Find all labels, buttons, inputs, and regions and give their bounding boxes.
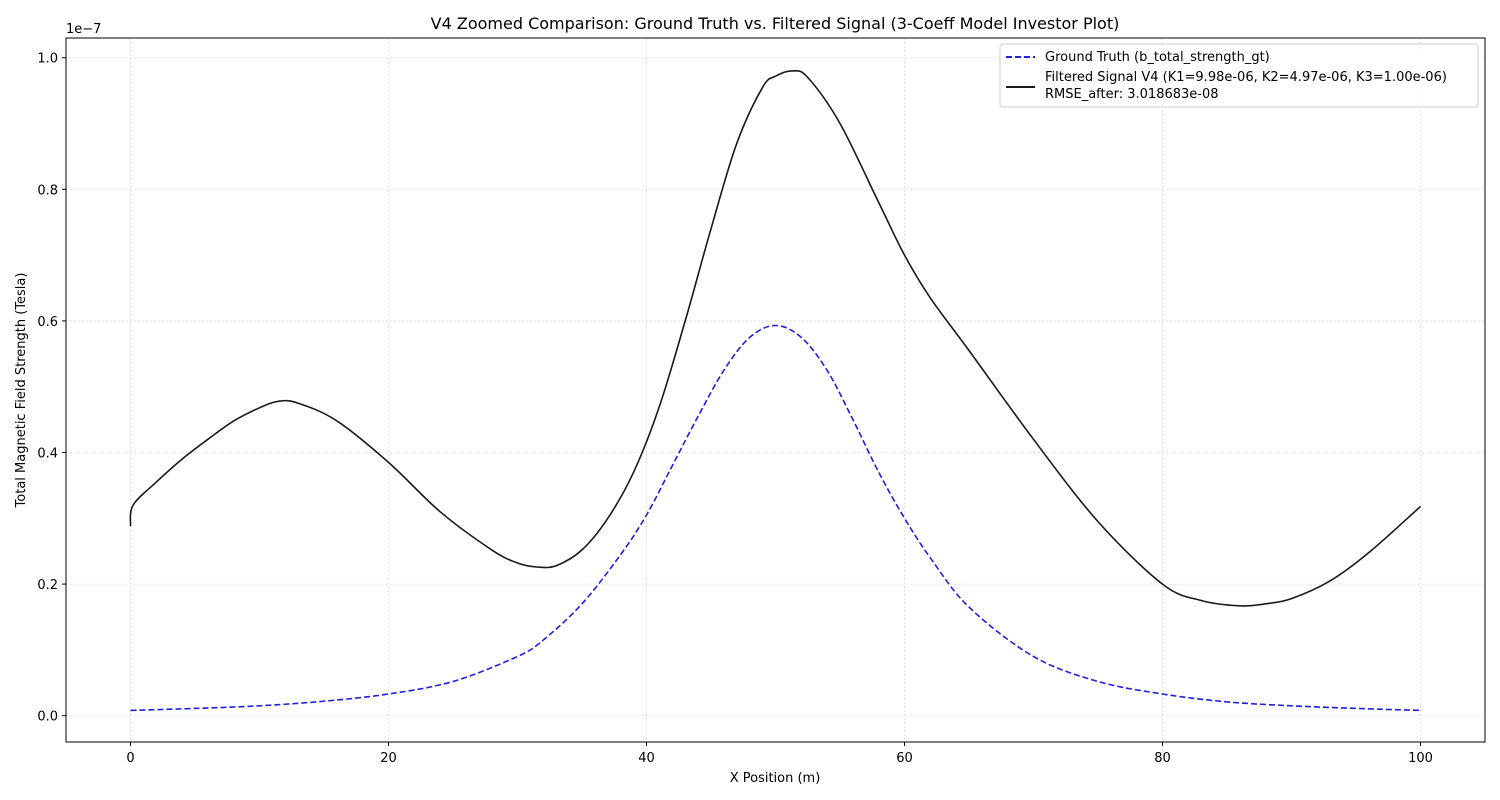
x-axis-label: X Position (m) bbox=[730, 771, 821, 786]
legend-box bbox=[999, 43, 1479, 108]
filtered-signal-line bbox=[129, 69, 1422, 607]
y-scale-label: 1e−7 bbox=[66, 22, 101, 37]
series-layer bbox=[129, 69, 1422, 712]
x-tick-label: 20 bbox=[380, 751, 397, 766]
x-tick-label: 60 bbox=[896, 751, 913, 766]
ground-truth-line bbox=[130, 324, 1421, 712]
y-tick-label: 0.2 bbox=[37, 578, 58, 593]
y-axis-label: Total Magnetic Field Strength (Tesla) bbox=[14, 273, 29, 509]
chart-title: V4 Zoomed Comparison: Ground Truth vs. F… bbox=[431, 14, 1120, 33]
legend-label-rmse: RMSE_after: 3.018683e-08 bbox=[1045, 87, 1219, 102]
plot-frame bbox=[65, 37, 1486, 743]
x-tick-label: 0 bbox=[126, 751, 134, 766]
legend: Ground Truth (b_total_strength_gt) Filte… bbox=[999, 43, 1479, 108]
legend-label-ground-truth: Ground Truth (b_total_strength_gt) bbox=[1045, 50, 1270, 65]
y-tick-label: 0.4 bbox=[37, 447, 58, 462]
grid bbox=[66, 38, 1485, 742]
y-tick-label: 0.6 bbox=[37, 315, 58, 330]
x-tick-label: 80 bbox=[1154, 751, 1171, 766]
x-tick-label: 40 bbox=[638, 751, 655, 766]
x-tick-label: 100 bbox=[1408, 751, 1433, 766]
y-tick-label: 0.8 bbox=[37, 183, 58, 198]
y-tick-label: 1.0 bbox=[37, 52, 58, 67]
axis-ticks: 0 20 40 60 80 100 0.0 0.2 0.4 0.6 0.8 1.0 bbox=[37, 52, 1433, 766]
y-tick-label: 0.0 bbox=[37, 710, 58, 725]
legend-label-filtered-signal: Filtered Signal V4 (K1=9.98e-06, K2=4.97… bbox=[1045, 70, 1447, 85]
